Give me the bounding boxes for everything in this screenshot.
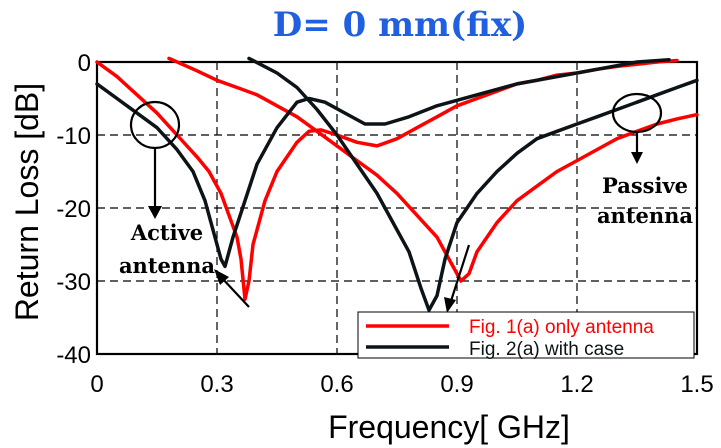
series-0-branch-1-line [167,56,699,283]
y-tick-label: -10 [56,123,91,150]
series-1-branch-0-line [95,58,671,269]
x-tick-label: 0.9 [440,371,473,398]
annotations: Active antenna Passive antenna [119,92,693,313]
active-annotation-line2: antenna [119,253,215,278]
passive-pointer-arrow-shaft [449,244,471,302]
passive-antenna-arrow-head [631,152,643,164]
active-pointer-arrow-head [214,269,229,285]
passive-annotation-line2: antenna [597,203,693,228]
active-annotation-line1: Active [130,220,203,245]
passive-annotation-line1: Passive [602,173,688,198]
y-tick-label: -30 [56,269,91,296]
x-tick-label: 0 [90,371,103,398]
x-tick-label: 0.3 [200,371,233,398]
active-pointer-arrow-shaft [220,276,250,308]
chart-title: D= 0 mm(fix) [273,5,527,45]
axis-ticks: 0 0.3 0.6 0.9 1.2 1.5 0 -10 -20 -30 -40 [56,50,713,398]
passive-pointer-arrow-head [444,297,456,313]
y-tick-label: -40 [56,342,91,369]
grid-lines [97,62,697,354]
x-tick-label: 0.6 [320,371,353,398]
y-axis-label: Return Loss [dB] [9,83,45,321]
y-tick-label: 0 [78,50,91,77]
x-tick-label: 1.5 [680,371,713,398]
x-axis-label: Frequency[ GHz] [328,409,570,445]
legend-box [357,311,695,359]
legend: Fig. 1(a) only antenna Fig. 2(a) with ca… [357,311,695,360]
legend-label-series-0: Fig. 1(a) only antenna [469,317,654,338]
x-tick-label: 1.2 [560,371,593,398]
active-antenna-arrow-head [148,206,162,219]
legend-label-series-1: Fig. 2(a) with case [469,339,624,360]
y-tick-label: -20 [56,196,91,223]
passive-antenna-circle [611,92,663,134]
